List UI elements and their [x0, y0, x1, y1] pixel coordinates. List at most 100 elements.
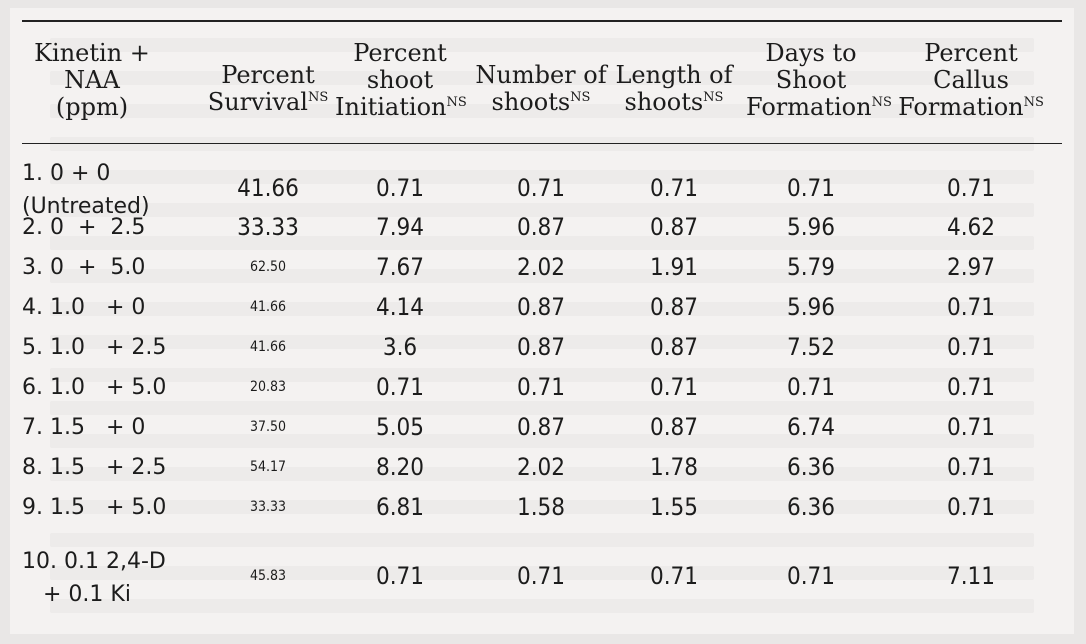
header-text: Initiation — [335, 93, 447, 121]
header-text: Percent — [221, 61, 315, 89]
header-text: shoot — [366, 66, 434, 94]
header-rule — [22, 143, 1062, 145]
number-cell: 0.87 — [516, 213, 566, 241]
bleed-line — [50, 533, 1034, 547]
treatment-line: 3. 0 + 5.0 — [22, 255, 146, 280]
header-length: Length of shootsNS — [614, 62, 734, 116]
header-text: Days to — [765, 39, 857, 67]
header-text: Formation — [746, 93, 872, 121]
length-cell: 0.71 — [649, 174, 699, 202]
header-line: FormationNS — [746, 93, 892, 121]
initiation-cell: 8.20 — [375, 453, 425, 481]
initiation-cell: 5.05 — [375, 413, 425, 441]
length-cell: 0.87 — [649, 413, 699, 441]
number-cell: 2.02 — [516, 253, 566, 281]
number-cell: 0.71 — [516, 373, 566, 401]
initiation-cell: 0.71 — [375, 373, 425, 401]
days-cell: 5.79 — [786, 253, 836, 281]
days-cell: 5.96 — [786, 293, 836, 321]
header-line: Length of — [614, 62, 734, 89]
ns-superscript: NS — [446, 95, 467, 110]
callus-cell: 0.71 — [946, 333, 996, 361]
survival-cell: 20.83 — [249, 379, 287, 395]
callus-cell: 4.62 — [946, 213, 996, 241]
number-cell: 0.87 — [516, 293, 566, 321]
header-text: Percent — [924, 39, 1018, 67]
callus-cell: 0.71 — [946, 174, 996, 202]
treatment-line: 5. 1.0 + 2.5 — [22, 335, 167, 360]
ns-superscript: NS — [570, 90, 591, 105]
document-page: Kinetin + NAA (ppm) Percent SurvivalNS Percen… — [10, 8, 1074, 634]
survival-cell: 33.33 — [237, 213, 299, 241]
header-days: Days to Shoot FormationNS — [746, 40, 892, 121]
header-line: shoot — [335, 67, 465, 94]
header-line: shootsNS — [614, 89, 734, 116]
survival-cell: 45.83 — [249, 568, 287, 584]
days-cell: 0.71 — [786, 373, 836, 401]
length-cell: 1.78 — [649, 453, 699, 481]
treatment-cell: 9. 1.5 + 5.0 — [22, 491, 166, 524]
header-text: Survival — [207, 88, 308, 116]
days-cell: 7.52 — [786, 333, 836, 361]
number-cell: 2.02 — [516, 453, 566, 481]
callus-cell: 2.97 — [946, 253, 996, 281]
header-line: (ppm) — [10, 94, 177, 121]
number-cell: 0.87 — [516, 413, 566, 441]
number-cell: 1.58 — [516, 493, 566, 521]
callus-cell: 0.71 — [946, 493, 996, 521]
length-cell: 1.55 — [649, 493, 699, 521]
initiation-cell: 7.94 — [375, 213, 425, 241]
callus-cell: 0.71 — [946, 293, 996, 321]
treatment-cell: 10. 0.1 2,4-D + 0.1 Ki — [22, 545, 166, 611]
initiation-cell: 0.71 — [375, 562, 425, 590]
top-rule — [22, 20, 1062, 22]
header-text: (ppm) — [55, 93, 129, 121]
treatment-line: 7. 1.5 + 0 — [22, 415, 146, 440]
callus-cell: 0.71 — [946, 413, 996, 441]
header-callus: Percent Callus FormationNS — [896, 40, 1046, 121]
ns-superscript: NS — [703, 90, 724, 105]
header-text: Percent — [353, 39, 447, 67]
treatment-cell: 8. 1.5 + 2.5 — [22, 451, 166, 484]
treatment-line: 4. 1.0 + 0 — [22, 295, 146, 320]
treatment-cell: 3. 0 + 5.0 — [22, 251, 145, 284]
header-initiation: Percent shoot InitiationNS — [335, 40, 467, 121]
callus-cell: 0.71 — [946, 453, 996, 481]
initiation-cell: 0.71 — [375, 174, 425, 202]
header-number: Number of shootsNS — [471, 62, 611, 116]
days-cell: 0.71 — [786, 562, 836, 590]
survival-cell: 54.17 — [249, 459, 287, 475]
header-line: Percent — [335, 40, 465, 67]
header-line: Days to — [746, 40, 876, 67]
header-text: Length of — [615, 61, 733, 89]
treatment-line: 1. 0 + 0 — [22, 161, 111, 186]
days-cell: 0.71 — [786, 174, 836, 202]
bleed-line — [50, 599, 1034, 613]
initiation-cell: 6.81 — [375, 493, 425, 521]
treatment-cell: 1. 0 + 0 (Untreated) — [22, 157, 150, 223]
treatment-cell: 5. 1.0 + 2.5 — [22, 331, 166, 364]
survival-cell: 33.33 — [249, 499, 287, 515]
length-cell: 0.87 — [649, 333, 699, 361]
header-line: Percent — [203, 62, 333, 89]
number-cell: 0.87 — [516, 333, 566, 361]
length-cell: 0.87 — [649, 213, 699, 241]
days-cell: 5.96 — [786, 213, 836, 241]
header-text: shoots — [491, 88, 571, 116]
treatment-line: (Untreated) — [22, 194, 150, 219]
header-line: Kinetin + — [10, 40, 177, 67]
treatment-line: + 0.1 Ki — [22, 582, 131, 607]
header-line: shootsNS — [471, 89, 611, 116]
survival-cell: 62.50 — [249, 259, 287, 275]
ns-superscript: NS — [307, 90, 329, 105]
ns-superscript: NS — [871, 95, 892, 110]
treatment-cell: 2. 0 + 2.5 — [22, 211, 145, 244]
length-cell: 1.91 — [649, 253, 699, 281]
initiation-cell: 7.67 — [375, 253, 425, 281]
length-cell: 0.71 — [649, 373, 699, 401]
header-text: Shoot — [775, 66, 847, 94]
treatment-line: 2. 0 + 2.5 — [22, 215, 146, 240]
survival-cell: 41.66 — [237, 174, 299, 202]
survival-cell: 41.66 — [249, 299, 287, 315]
treatment-line: 9. 1.5 + 5.0 — [22, 495, 167, 520]
